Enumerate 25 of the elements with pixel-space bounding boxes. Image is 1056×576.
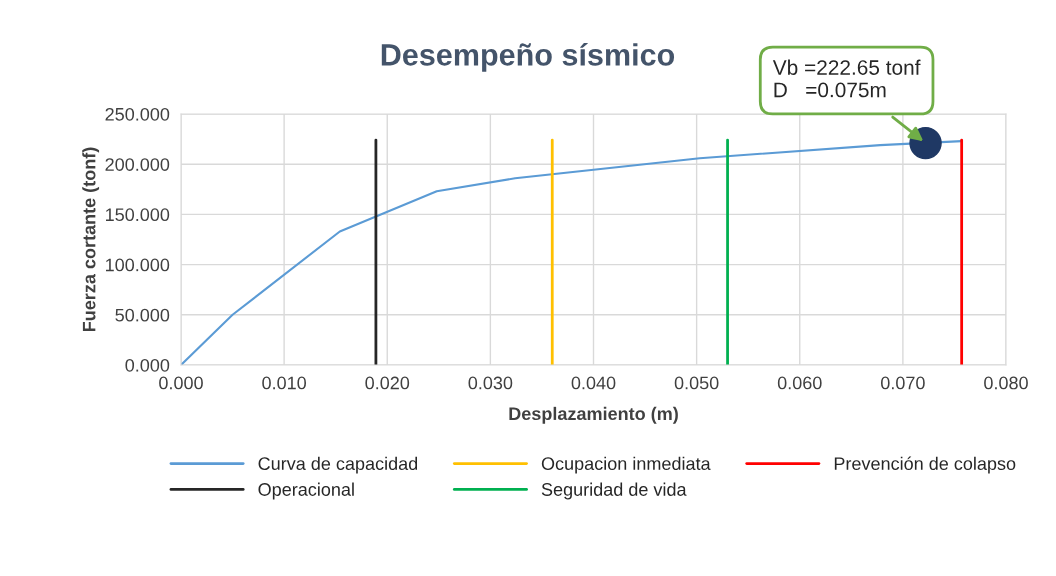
y-tick-label: 0.000	[125, 358, 170, 372]
line-series	[181, 140, 963, 365]
y-tick-label: 150.000	[106, 208, 170, 222]
y-tick-label: 100.000	[106, 258, 170, 272]
x-tick-label: 0.050	[674, 376, 719, 390]
y-tick-label: 50.000	[115, 308, 170, 322]
x-tick-label: 0.080	[984, 376, 1028, 390]
x-axis-title: Desplazamiento (m)	[509, 406, 678, 424]
x-tick-label: 0.000	[159, 376, 203, 390]
x-tick-label: 0.040	[571, 376, 616, 390]
legend-label: Seguridad de vida	[541, 482, 687, 500]
y-tick-label: 250.000	[105, 107, 170, 121]
x-tick-label: 0.060	[777, 376, 822, 390]
legend-label: Curva de capacidad	[258, 456, 418, 474]
annotation: Vb =222.65 tonf D =0.075m	[772, 59, 921, 98]
legend-label: Operacional	[258, 482, 354, 500]
x-tick-label: 0.070	[880, 376, 925, 390]
x-tick-label: 0.020	[365, 376, 410, 390]
x-tick-label: 0.010	[262, 376, 307, 390]
legend-label: Ocupacion inmediata	[541, 456, 711, 474]
x-tick-label: 0.030	[468, 376, 513, 390]
y-tick-label: 200.000	[105, 158, 170, 171]
legend-label: Prevención de colapso	[834, 456, 1016, 474]
chart-title: Desempeño sísmico	[381, 42, 675, 72]
y-axis-title: Fuerza cortante (tonf)	[82, 147, 100, 332]
